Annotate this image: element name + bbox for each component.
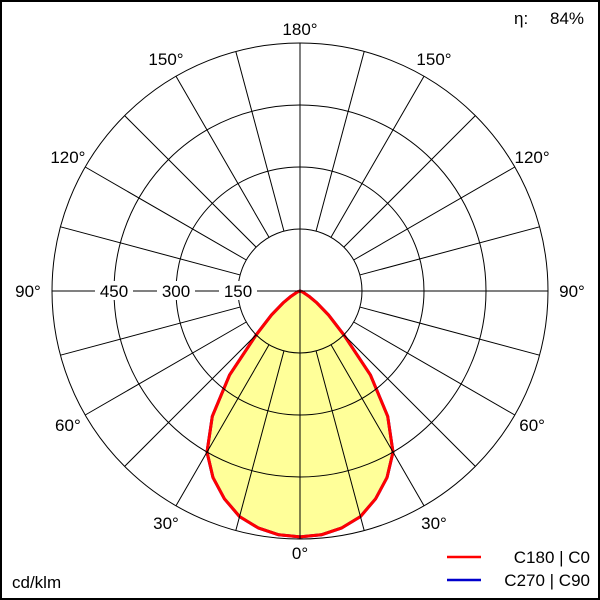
radial-tick-label: 450 [100, 282, 128, 301]
radial-line-45 [124, 334, 257, 467]
unit-label: cd/klm [12, 573, 61, 592]
legend-label-c270-c90: C270 | C90 [504, 571, 590, 590]
angle-label: 120° [515, 148, 550, 167]
angle-label: 120° [50, 148, 85, 167]
radial-line-165 [235, 51, 285, 232]
radial-line-15 [315, 350, 365, 531]
angle-label: 30° [153, 514, 179, 533]
radial-line-150 [175, 75, 270, 238]
angle-label: 150° [148, 50, 183, 69]
radial-line-165 [315, 51, 365, 232]
efficiency-value: 84% [550, 9, 584, 28]
radial-line-75 [60, 306, 241, 356]
legend-label-c180-c0: C180 | C0 [514, 548, 590, 567]
tick-label-bg [157, 281, 195, 300]
radial-line-120 [84, 166, 247, 261]
radial-line-135 [124, 115, 257, 248]
radial-line-135 [343, 115, 476, 248]
radial-line-120 [353, 166, 516, 261]
radial-line-30 [330, 344, 425, 507]
angle-label: 60° [55, 416, 81, 435]
radial-line-30 [175, 344, 270, 507]
angle-label: 60° [519, 416, 545, 435]
radial-tick-label: 300 [162, 282, 190, 301]
radial-line-75 [359, 306, 540, 356]
radial-line-105 [359, 226, 540, 276]
radial-line-60 [353, 321, 516, 416]
radial-tick-label: 150 [224, 282, 252, 301]
radial-line-15 [235, 350, 285, 531]
angle-label: 30° [421, 514, 447, 533]
radial-line-60 [84, 321, 247, 416]
angle-label: 90° [15, 282, 41, 301]
angle-label: 90° [559, 282, 585, 301]
tick-label-bg [219, 281, 257, 300]
radial-line-105 [60, 226, 241, 276]
angle-label: 0° [292, 544, 308, 563]
radial-line-45 [343, 334, 476, 467]
tick-label-bg [95, 281, 133, 300]
efficiency-label: η: [514, 9, 528, 28]
radial-line-150 [330, 75, 425, 238]
angle-label: 150° [416, 50, 451, 69]
angle-label: 180° [282, 20, 317, 39]
